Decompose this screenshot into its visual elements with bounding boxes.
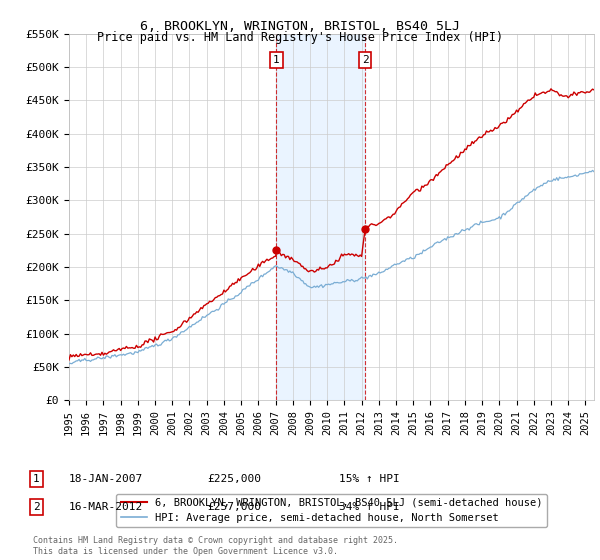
Text: 2: 2 — [33, 502, 40, 512]
Legend: 6, BROOKLYN, WRINGTON, BRISTOL, BS40 5LJ (semi-detached house), HPI: Average pri: 6, BROOKLYN, WRINGTON, BRISTOL, BS40 5LJ… — [116, 494, 547, 527]
Text: Contains HM Land Registry data © Crown copyright and database right 2025.
This d: Contains HM Land Registry data © Crown c… — [33, 536, 398, 556]
Text: 1: 1 — [33, 474, 40, 484]
Text: £225,000: £225,000 — [207, 474, 261, 484]
Text: 1: 1 — [273, 55, 280, 66]
Text: Price paid vs. HM Land Registry's House Price Index (HPI): Price paid vs. HM Land Registry's House … — [97, 31, 503, 44]
Bar — [277, 34, 365, 400]
Text: £257,000: £257,000 — [207, 502, 261, 512]
Text: 2: 2 — [362, 55, 368, 66]
Text: 18-JAN-2007: 18-JAN-2007 — [69, 474, 143, 484]
Text: 15% ↑ HPI: 15% ↑ HPI — [339, 474, 400, 484]
Text: 34% ↑ HPI: 34% ↑ HPI — [339, 502, 400, 512]
Text: 6, BROOKLYN, WRINGTON, BRISTOL, BS40 5LJ: 6, BROOKLYN, WRINGTON, BRISTOL, BS40 5LJ — [140, 20, 460, 32]
Text: 16-MAR-2012: 16-MAR-2012 — [69, 502, 143, 512]
